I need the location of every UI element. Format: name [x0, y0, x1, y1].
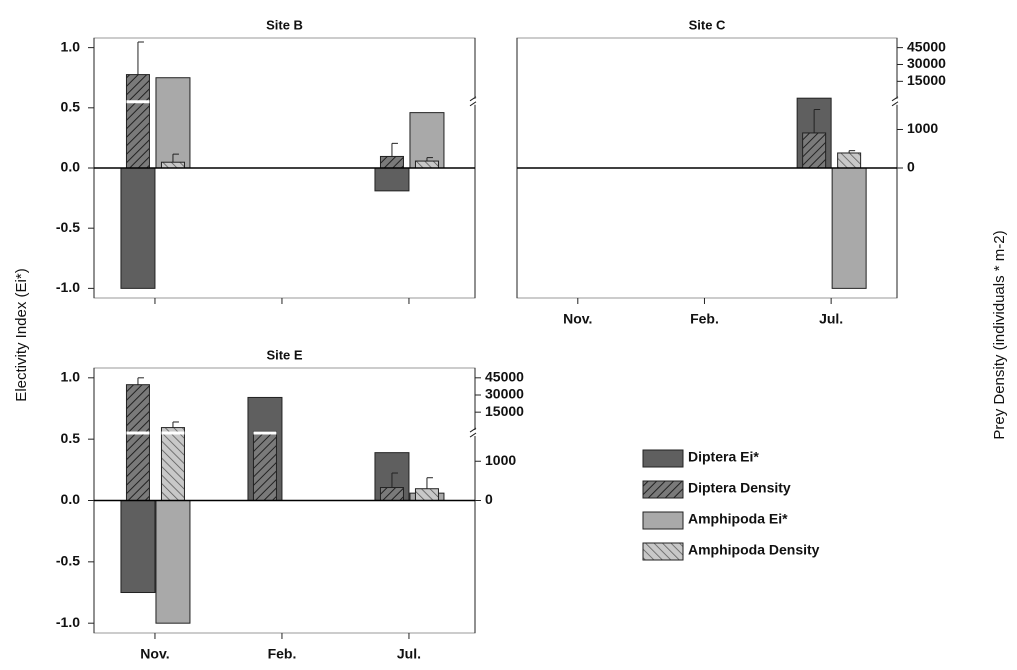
x-tick-label: Nov.	[140, 646, 169, 662]
axis-break	[891, 96, 899, 102]
y-tick-label: 0.5	[61, 430, 81, 446]
axis-break-gap	[471, 430, 479, 437]
legend-swatch	[642, 480, 684, 499]
axis-break-gap	[893, 98, 901, 105]
y-tick-label: -0.5	[56, 219, 80, 235]
axis-break	[469, 96, 477, 102]
y2-tick-label: 1000	[907, 120, 938, 136]
density-bar	[379, 155, 404, 169]
panel-title: Site C	[689, 17, 726, 32]
axis-break	[469, 427, 477, 433]
y-tick-label: 1.0	[61, 369, 81, 385]
electivity-bar	[120, 167, 156, 289]
axis-break-gap	[471, 98, 479, 105]
y2-tick-label: 30000	[485, 386, 524, 402]
density-bar	[414, 488, 439, 502]
density-bar	[125, 74, 150, 169]
y2-axis-title: Prey Density (individuals * m-2)	[991, 230, 1008, 439]
legend-label: Diptera Ei*	[688, 449, 759, 465]
density-bar	[125, 384, 150, 501]
y-axis-title: Electivity Index (Ei*)	[13, 268, 30, 401]
axis-break	[891, 101, 899, 107]
x-tick-label: Jul.	[397, 646, 421, 662]
electivity-bar	[374, 167, 410, 192]
y2-tick-label: 0	[485, 491, 493, 507]
y-tick-label: 0.0	[61, 491, 81, 507]
y-tick-label: -1.0	[56, 614, 80, 630]
legend-swatch	[642, 542, 684, 561]
density-bar	[837, 152, 862, 169]
x-tick-label: Nov.	[563, 311, 592, 327]
electivity-bar	[120, 500, 156, 594]
legend-swatch	[642, 449, 684, 468]
y-tick-label: 1.0	[61, 38, 81, 54]
density-bar	[802, 132, 827, 169]
density-bar	[160, 427, 185, 501]
y-tick-label: -1.0	[56, 279, 80, 295]
electivity-bar	[831, 167, 867, 289]
density-bar	[379, 487, 404, 501]
y2-tick-label: 15000	[907, 72, 946, 88]
y2-tick-label: 1000	[485, 452, 516, 468]
legend-label: Amphipoda Ei*	[688, 511, 788, 527]
panel-title: Site B	[266, 17, 303, 32]
electivity-bar	[155, 500, 191, 624]
density-bar	[160, 161, 185, 169]
x-tick-label: Jul.	[819, 311, 843, 327]
legend-swatch	[642, 511, 684, 530]
panel-title: Site E	[266, 347, 302, 362]
density-bar	[414, 160, 439, 169]
x-tick-label: Feb.	[268, 646, 297, 662]
legend-label: Amphipoda Density	[688, 542, 820, 558]
y2-tick-label: 0	[907, 159, 915, 175]
y2-tick-label: 45000	[907, 38, 946, 54]
y2-tick-label: 15000	[485, 403, 524, 419]
axis-break	[469, 101, 477, 107]
x-tick-label: Feb.	[690, 311, 719, 327]
axis-break	[469, 432, 477, 438]
y-tick-label: 0.0	[61, 159, 81, 175]
y-tick-label: 0.5	[61, 99, 81, 115]
legend-label: Diptera Density	[688, 480, 791, 496]
y2-tick-label: 45000	[485, 369, 524, 385]
density-bar	[252, 430, 277, 501]
y-tick-label: -0.5	[56, 553, 80, 569]
y2-tick-label: 30000	[907, 55, 946, 71]
